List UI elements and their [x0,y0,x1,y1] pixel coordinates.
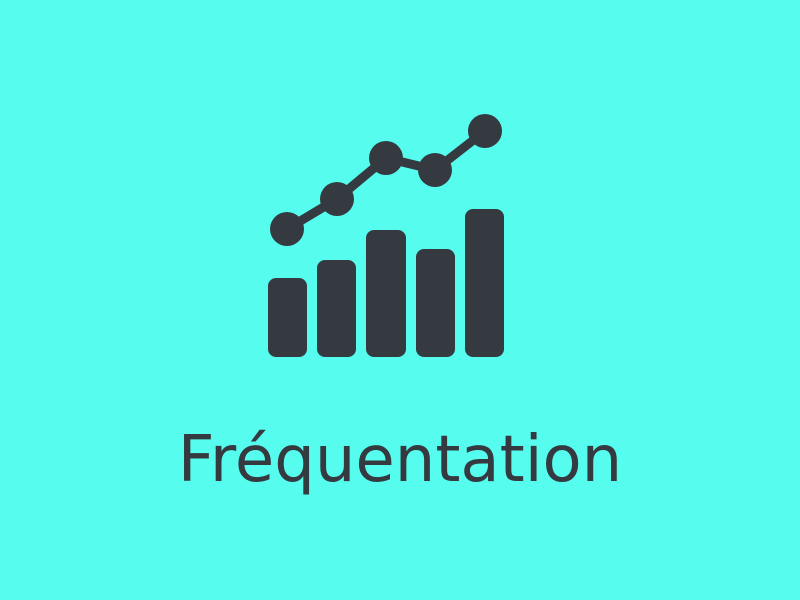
chart-bar [366,230,406,357]
chart-bar [416,249,455,357]
trend-point [369,141,403,175]
trend-point [418,153,452,187]
chart-bar [317,260,356,357]
chart-bar [465,209,504,357]
trend-point [320,182,354,216]
trend-point [270,212,304,246]
tile-label: Fréquentation [177,423,623,497]
chart-bar [268,278,307,357]
trend-point [468,114,502,148]
